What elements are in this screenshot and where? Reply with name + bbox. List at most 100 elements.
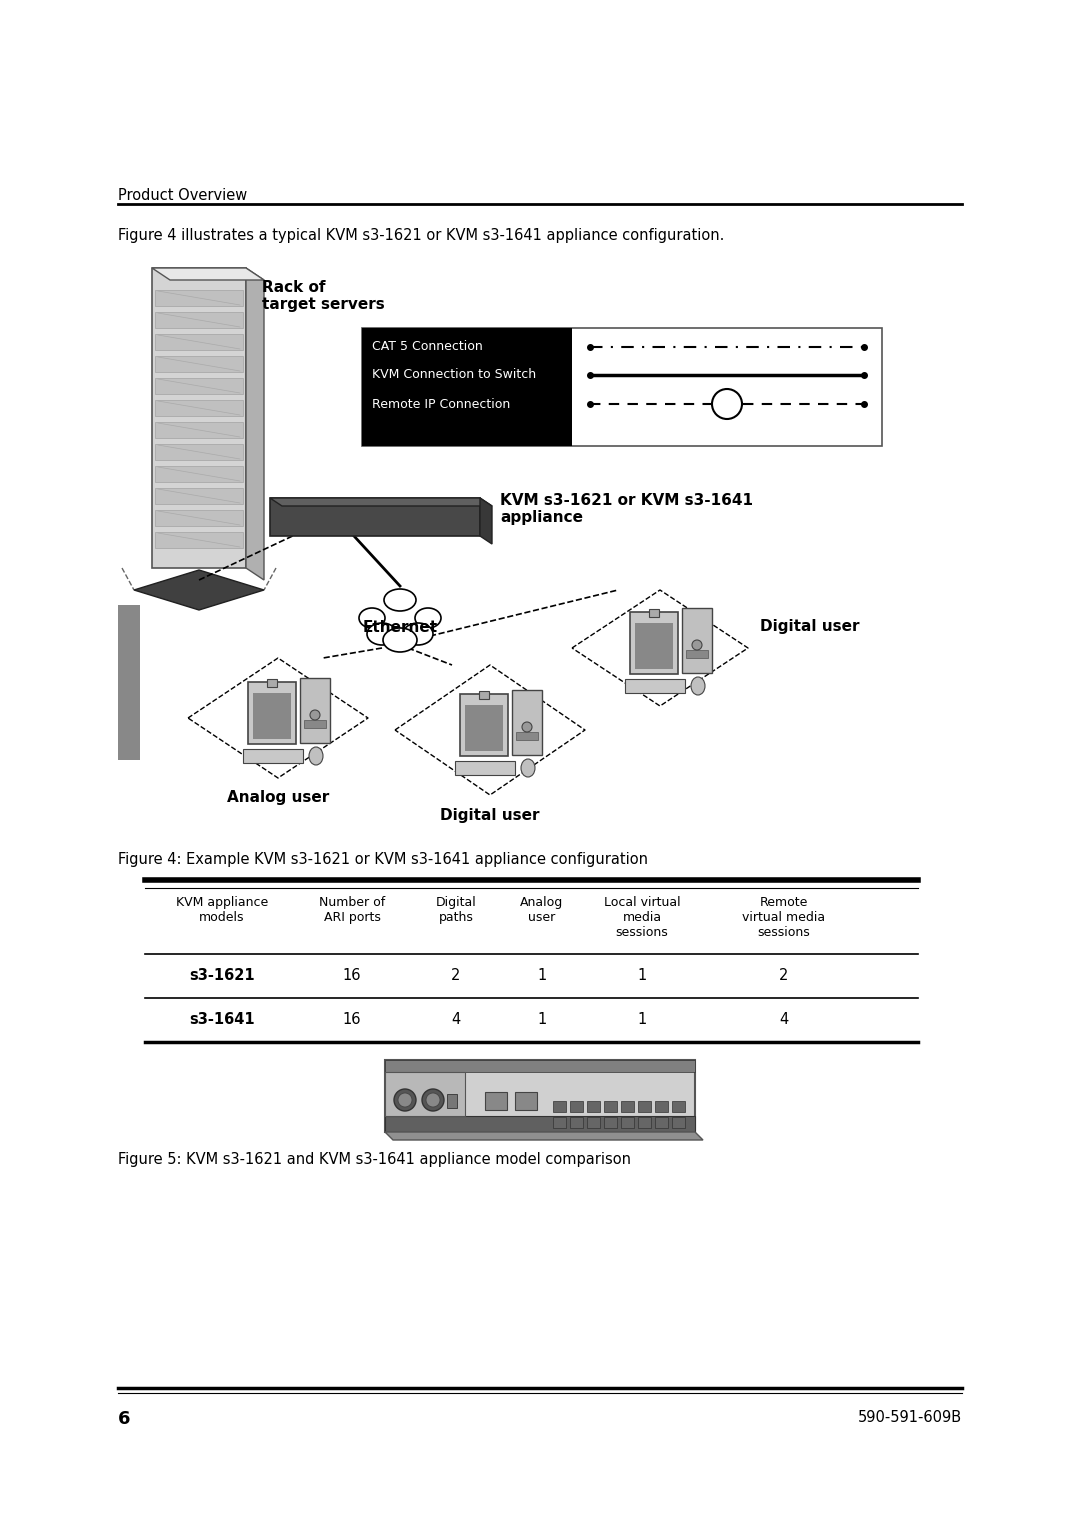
Bar [672,1117,685,1128]
Bar [516,732,538,740]
Text: Remote
virtual media
sessions: Remote virtual media sessions [742,895,825,940]
Text: Digital user: Digital user [760,619,860,634]
Circle shape [399,1093,411,1106]
Bar [156,400,243,416]
Bar [270,498,480,536]
Text: 4: 4 [451,1012,461,1027]
Bar [156,356,243,371]
Text: Product Overview: Product Overview [118,188,247,203]
Bar [384,1060,696,1132]
Bar [455,761,515,775]
Bar [243,749,303,762]
Circle shape [310,711,320,720]
Text: KVM Connection to Switch: KVM Connection to Switch [372,368,536,382]
Bar [156,335,243,350]
Ellipse shape [367,623,397,645]
Polygon shape [270,498,492,506]
Text: s3-1621: s3-1621 [189,969,255,983]
Bar [156,532,243,549]
Bar [649,610,659,617]
Text: Rack of
target servers: Rack of target servers [262,280,384,312]
Polygon shape [134,570,264,610]
Bar [672,1102,685,1112]
Bar [553,1102,566,1112]
Text: 1: 1 [637,969,647,983]
Bar [156,290,243,306]
Text: Digital user: Digital user [441,808,540,824]
Bar [570,1117,583,1128]
Bar [635,623,673,669]
Text: 1: 1 [637,1012,647,1027]
Ellipse shape [383,628,417,652]
Ellipse shape [691,677,705,695]
Circle shape [422,1089,444,1111]
Circle shape [712,390,742,419]
Ellipse shape [309,747,323,766]
Bar [485,1093,507,1109]
Bar [681,608,712,672]
Text: Local virtual
media
sessions: Local virtual media sessions [604,895,680,940]
Text: Digital
paths: Digital paths [435,895,476,924]
Bar [588,1117,600,1128]
Bar [152,267,246,568]
Text: 1: 1 [538,1012,546,1027]
Text: Figure 4: Example KVM s3-1621 or KVM s3-1641 appliance configuration: Figure 4: Example KVM s3-1621 or KVM s3-… [118,853,648,866]
Bar [156,312,243,329]
Bar [156,466,243,481]
Text: 6: 6 [118,1410,131,1429]
Text: CAT 5 Connection: CAT 5 Connection [372,341,483,353]
Text: 2: 2 [780,969,788,983]
Text: Remote IP Connection: Remote IP Connection [372,397,510,411]
Bar [362,329,572,446]
Circle shape [394,1089,416,1111]
Polygon shape [480,498,492,544]
Bar [156,377,243,394]
Bar [515,1093,537,1109]
Bar [686,649,708,659]
Polygon shape [152,267,264,280]
Text: Figure 5: KVM s3-1621 and KVM s3-1641 appliance model comparison: Figure 5: KVM s3-1621 and KVM s3-1641 ap… [118,1152,631,1167]
Bar [630,613,678,674]
Ellipse shape [359,608,384,628]
Bar [156,422,243,439]
Bar [638,1102,651,1112]
Bar [570,1102,583,1112]
Bar [621,1117,634,1128]
Text: KVM s3-1621 or KVM s3-1641
appliance: KVM s3-1621 or KVM s3-1641 appliance [500,494,753,526]
Bar [253,694,291,740]
Bar [156,445,243,460]
Bar [303,720,326,727]
Bar [604,1102,617,1112]
Text: Number of
ARI ports: Number of ARI ports [319,895,386,924]
Ellipse shape [521,759,535,778]
Bar [604,1117,617,1128]
Bar [384,1073,465,1115]
Bar [460,694,508,756]
Bar [553,1117,566,1128]
Bar [248,681,296,744]
Bar [156,487,243,504]
Ellipse shape [384,588,416,611]
Bar [384,1060,696,1073]
Bar [300,678,330,743]
Bar [638,1117,651,1128]
Text: KVM appliance
models: KVM appliance models [176,895,268,924]
Bar [621,1102,634,1112]
Text: Ethernet: Ethernet [363,620,437,636]
Bar [465,704,503,750]
Text: Figure 4 illustrates a typical KVM s3-1621 or KVM s3-1641 appliance configuratio: Figure 4 illustrates a typical KVM s3-16… [118,228,725,243]
Polygon shape [384,1132,703,1140]
Bar [156,510,243,526]
Bar [588,1102,600,1112]
Polygon shape [246,267,264,581]
Text: 2: 2 [451,969,461,983]
Text: Analog
user: Analog user [521,895,564,924]
Bar [512,691,542,755]
Text: 16: 16 [342,969,361,983]
Bar [384,1115,696,1132]
Bar [480,691,489,698]
Bar [654,1102,669,1112]
Bar [447,1094,457,1108]
Text: 1: 1 [538,969,546,983]
Bar [267,678,276,688]
